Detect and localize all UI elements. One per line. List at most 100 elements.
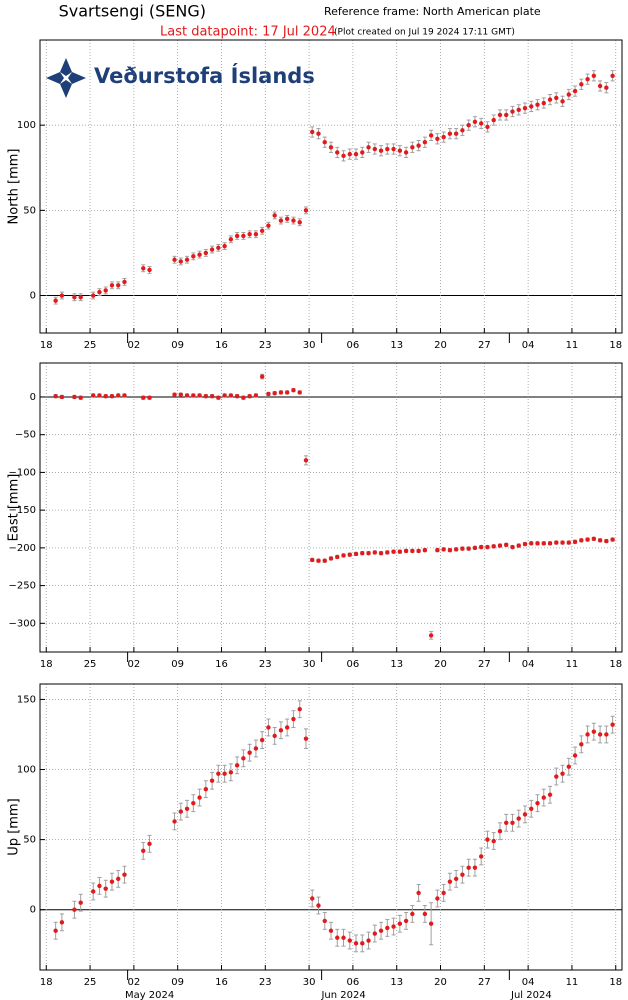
data-point	[297, 220, 302, 225]
data-point	[447, 131, 453, 136]
data-point	[328, 928, 334, 933]
data-point	[59, 293, 65, 298]
data-point	[284, 725, 290, 730]
data-point	[59, 920, 65, 925]
data-point	[335, 935, 340, 940]
data-point	[53, 928, 58, 933]
data-point	[203, 250, 209, 256]
data-point	[272, 213, 277, 218]
data-point	[547, 792, 553, 797]
data-point	[491, 117, 496, 123]
y-tick-label: −50	[15, 430, 36, 441]
month-label: Jul 2024	[510, 990, 552, 1000]
x-tick-label: 27	[478, 977, 491, 988]
data-point	[572, 753, 578, 758]
y-tick-label: 100	[17, 120, 36, 131]
data-point	[422, 547, 428, 553]
data-point	[303, 458, 309, 463]
data-point	[460, 546, 465, 551]
data-point	[191, 800, 196, 806]
data-point	[378, 550, 384, 556]
data-point	[222, 243, 227, 249]
data-point	[284, 390, 290, 395]
data-point	[385, 550, 390, 555]
x-tick-label: 11	[566, 977, 579, 988]
data-point	[241, 756, 246, 761]
data-point	[310, 129, 315, 135]
data-point	[447, 879, 453, 884]
data-point	[416, 890, 421, 896]
y-tick-label: −250	[9, 581, 36, 592]
data-point	[441, 547, 446, 552]
data-point	[109, 394, 115, 399]
data-point	[172, 819, 177, 824]
data-point	[209, 247, 215, 252]
data-point	[572, 539, 578, 545]
data-point	[191, 393, 196, 398]
data-point	[391, 146, 396, 152]
x-tick-label: 18	[40, 340, 53, 351]
data-point	[90, 293, 96, 298]
data-point	[72, 295, 77, 300]
data-point	[529, 806, 534, 811]
x-tick-label: 23	[259, 659, 272, 670]
data-point	[116, 393, 121, 398]
x-tick-label: 16	[215, 659, 228, 670]
data-point	[341, 153, 346, 159]
data-point	[485, 837, 490, 842]
data-point	[435, 547, 440, 553]
x-tick-label: 25	[84, 977, 97, 988]
data-point	[341, 553, 346, 558]
x-tick-label: 18	[609, 977, 622, 988]
data-point	[322, 558, 327, 563]
data-point	[253, 746, 259, 751]
data-point	[241, 395, 246, 400]
data-point	[297, 707, 302, 712]
data-point	[328, 556, 334, 561]
data-point	[497, 829, 503, 834]
data-point	[472, 865, 478, 870]
data-point	[259, 737, 265, 743]
data-point	[297, 390, 302, 395]
x-tick-label: 30	[303, 340, 316, 351]
data-point	[366, 145, 371, 150]
y-axis-label: East [mm]	[7, 474, 22, 542]
data-point	[504, 542, 509, 548]
data-point	[560, 771, 565, 776]
data-point	[435, 896, 440, 901]
x-tick-label: 09	[171, 659, 184, 670]
data-point	[266, 223, 271, 228]
data-point	[385, 146, 390, 152]
x-tick-label: 09	[171, 977, 184, 988]
data-point	[147, 841, 152, 847]
data-point	[122, 279, 127, 285]
x-tick-label: 02	[128, 977, 141, 988]
data-point	[566, 764, 572, 769]
x-tick-label: 18	[609, 340, 622, 351]
data-point	[178, 259, 184, 264]
data-point	[522, 812, 528, 817]
logo-icon	[46, 58, 86, 98]
data-point	[472, 545, 478, 551]
data-point	[491, 838, 496, 844]
data-point	[604, 85, 609, 90]
x-tick-label: 25	[84, 340, 97, 351]
data-point	[604, 732, 609, 737]
data-point	[591, 536, 597, 542]
data-point	[103, 288, 108, 293]
data-point	[141, 266, 146, 271]
y-axis-label: North [mm]	[7, 149, 22, 225]
data-point	[410, 548, 415, 554]
data-point	[466, 122, 471, 128]
data-point	[184, 393, 190, 398]
data-point	[529, 541, 534, 546]
x-tick-label: 06	[347, 340, 360, 351]
y-tick-label: 50	[23, 835, 36, 846]
data-point	[116, 876, 121, 882]
data-point	[372, 550, 378, 555]
x-tick-label: 25	[84, 659, 97, 670]
data-point	[78, 900, 83, 905]
data-point	[335, 150, 340, 155]
y-axis-label: Up [mm]	[7, 798, 22, 855]
